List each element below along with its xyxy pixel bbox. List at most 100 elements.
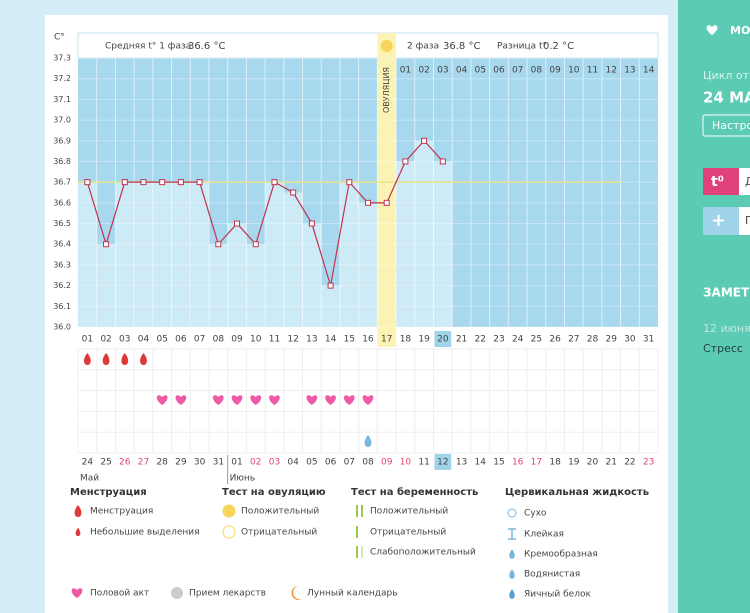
phase2-day: 06 [493,66,505,76]
date-label: 17 [531,458,542,468]
date-label: 04 [287,458,299,468]
y-tick-label: 36.6 [53,198,71,207]
legend-icon [508,528,516,540]
temperature-point [215,241,222,248]
date-label: 18 [549,458,561,468]
temperature-button[interactable] [739,168,750,195]
temperature-column [134,182,153,327]
settings-button-label: Настро [712,119,750,132]
y-tick-label: 37.1 [53,95,71,104]
x-tick-label: 06 [175,335,187,345]
x-tick-label: 16 [362,335,374,345]
add-icon-box[interactable] [703,207,739,235]
temperature-column [358,202,378,327]
intercourse-icon [231,395,243,405]
legend-icon [74,505,82,517]
x-tick-label: 30 [624,335,636,345]
phase2-day: 07 [512,66,523,76]
date-label: 02 [250,458,261,468]
intercourse-icon [343,395,355,405]
x-tick-label: 23 [493,335,504,345]
intercourse-icon [362,395,374,405]
date-label: 31 [213,458,224,468]
legend-icon [71,588,83,598]
temperature-column [433,161,453,327]
phase2-day: 12 [605,66,616,76]
date-label: 26 [119,458,131,468]
x-tick-label: 10 [250,335,262,345]
temperature-point [290,189,297,196]
cycle-label: Цикл от [703,69,750,82]
legend-item: Прием лекарств [189,589,266,599]
legend-icon [75,527,81,537]
y-tick-label: 36.4 [53,240,71,249]
legend-title: Менструация [70,487,147,498]
add-button-label: П [745,214,750,227]
x-tick-label: 29 [605,335,617,345]
month-label: Июнь [230,474,256,484]
y-tick-label: 36.5 [53,219,71,228]
phase-header [77,32,659,59]
legend-icon [509,589,515,599]
date-label: 25 [100,458,111,468]
temperature-point [234,220,241,227]
x-tick-label: 02 [100,335,111,345]
date-label: 01 [231,458,242,468]
intercourse-icon [306,395,318,405]
legend-icon [509,549,515,559]
date-label: 19 [568,458,580,468]
sidebar [678,0,750,613]
phase2-day: 04 [456,66,468,76]
date-label: 12 [437,458,448,468]
phase2-day: 11 [587,66,598,76]
menstruation-icon [102,353,110,365]
legend-icon [171,587,183,599]
x-tick-label: 21 [456,335,467,345]
date-label: 24 [82,458,94,468]
x-tick-label: 28 [587,335,599,345]
temperature-point [140,179,147,186]
y-tick-label: 36.9 [53,136,71,145]
x-tick-label: 13 [306,335,317,345]
x-tick-label: 27 [568,335,579,345]
phase2-label: 2 фаза [407,42,439,52]
temperature-column [227,223,247,327]
date-label: 20 [587,458,599,468]
temperature-column [414,140,434,327]
legend-item: Половой акт [90,589,149,599]
date-label: 23 [643,458,654,468]
phase2-day: 14 [643,66,655,76]
phase2-day: 03 [437,66,448,76]
legend-title: Цервикальная жидкость [505,487,649,498]
temperature-column [78,182,97,327]
temperature-point [103,241,110,248]
x-tick-label: 17 [381,335,392,345]
phase2-value: 36.8 °C [443,41,480,52]
date-label: 06 [325,458,337,468]
y-tick-label: 37.0 [53,116,71,125]
temperature-column [115,182,135,327]
x-tick-label: 20 [437,335,449,345]
temperature-point [84,179,91,186]
date-label: 09 [381,458,393,468]
temperature-point [308,220,315,227]
date-label: 27 [138,458,149,468]
temperature-icon-box[interactable] [703,168,739,195]
date-label: 03 [269,458,280,468]
legend-icon [356,505,358,517]
temperature-point [121,179,128,186]
ovulation-column [377,33,397,347]
y-tick-label: 36.1 [53,302,71,311]
date-label: 07 [344,458,355,468]
settings-button[interactable] [702,114,750,137]
x-tick-label: 24 [512,335,524,345]
temperature-column [265,182,284,327]
x-tick-label: 12 [287,335,298,345]
add-button[interactable] [739,207,750,235]
y-tick-label: 36.0 [53,323,71,332]
temperature-column [321,285,340,327]
temperature-button-label: Д [745,175,750,188]
month-label: Май [80,474,99,484]
legend-icon [509,569,515,579]
